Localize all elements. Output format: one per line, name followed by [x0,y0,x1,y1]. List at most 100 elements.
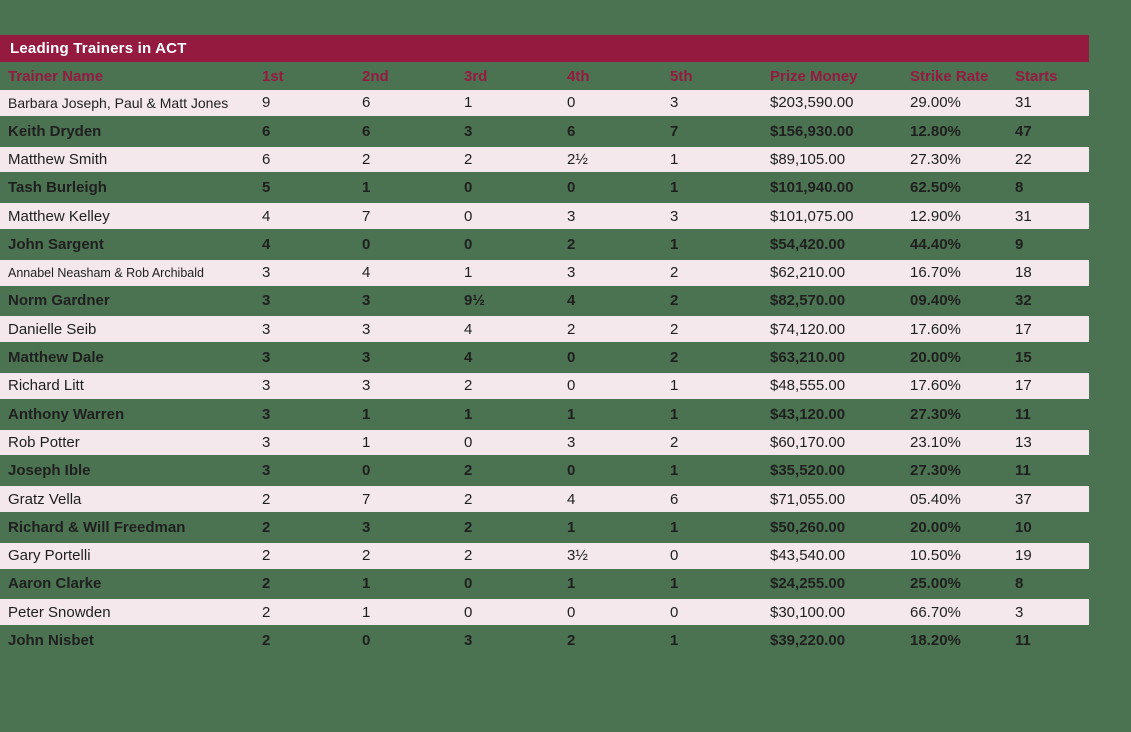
table-title-bar: Leading Trainers in ACT [0,35,1089,62]
starts: 18 [1015,264,1032,282]
table-row: Richard & Will Freedman 2 3 2 1 1 $50,260.00 20… [0,514,1089,540]
second-place: 3 [362,292,371,310]
table-row: Keith Dryden 6 6 3 6 7 $156,930.00 12.80% 47 [0,118,1089,144]
fourth-place: 1 [567,575,576,593]
prize-money: $48,555.00 [770,377,846,395]
prize-money: $101,075.00 [770,207,854,225]
strike-rate: 17.60% [910,320,961,338]
starts: 10 [1015,518,1032,536]
starts: 32 [1015,292,1032,310]
strike-rate: 29.00% [910,94,961,112]
second-place: 7 [362,207,371,225]
second-place: 0 [362,632,371,650]
strike-rate: 62.50% [910,179,961,197]
first-place: 6 [262,150,271,168]
column-header-1st: 1st [262,67,284,85]
first-place: 2 [262,490,271,508]
prize-money: $101,940.00 [770,179,854,197]
trainer-name: Barbara Joseph, Paul & Matt Jones [8,94,229,111]
first-place: 3 [262,320,271,338]
starts: 11 [1015,462,1031,480]
first-place: 2 [262,518,271,536]
strike-rate: 18.20% [910,632,961,650]
strike-rate: 10.50% [910,547,961,565]
starts: 9 [1015,235,1024,253]
starts: 31 [1015,94,1032,112]
strike-rate: 16.70% [910,264,961,282]
trainer-name: Anthony Warren [8,405,125,423]
starts: 37 [1015,490,1032,508]
third-place: 2 [464,518,473,536]
strike-rate: 27.30% [910,462,961,480]
strike-rate: 27.30% [910,405,961,423]
fifth-place: 2 [670,292,679,310]
leading-trainers-table: Leading Trainers in ACT Trainer Name 1st… [0,35,1089,653]
column-header-strike-rate: Strike Rate [910,67,989,85]
first-place: 4 [262,235,271,253]
second-place: 7 [362,490,371,508]
table-header-row: Trainer Name 1st 2nd 3rd 4th 5th Prize M… [0,62,1089,90]
third-place: 0 [464,207,473,225]
second-place: 3 [362,518,371,536]
table-row: Gary Portelli 2 2 2 3½ 0 $43,540.00 10.50% 19 [0,542,1089,569]
fifth-place: 2 [670,349,679,367]
fifth-place: 1 [670,179,679,197]
fourth-place: 3 [567,433,576,451]
starts: 15 [1015,349,1032,367]
column-header-4th: 4th [567,67,590,85]
prize-money: $89,105.00 [770,150,846,168]
second-place: 1 [362,603,371,621]
table-row: Matthew Dale 3 3 4 0 2 $63,210.00 20.00% 15 [0,345,1089,371]
fourth-place: 1 [567,405,576,423]
strike-rate: 12.80% [910,122,961,140]
third-place: 2 [464,547,473,565]
table-title: Leading Trainers in ACT [10,40,187,57]
starts: 31 [1015,207,1032,225]
third-place: 9½ [464,292,485,310]
fifth-place: 1 [670,405,679,423]
column-header-3rd: 3rd [464,67,488,85]
prize-money: $71,055.00 [770,490,846,508]
column-header-trainer-name: Trainer Name [8,67,104,85]
trainer-name: Peter Snowden [8,603,111,621]
first-place: 3 [262,292,271,310]
table-row: Rob Potter 3 1 0 3 2 $60,170.00 23.10% 13 [0,429,1089,456]
fourth-place: 6 [567,122,576,140]
second-place: 1 [362,433,371,451]
trainer-name: Aaron Clarke [8,575,102,593]
starts: 8 [1015,575,1024,593]
fifth-place: 1 [670,632,679,650]
trainer-name: Tash Burleigh [8,179,107,197]
trainer-name: Norm Gardner [8,292,110,310]
strike-rate: 23.10% [910,433,961,451]
table-row: Aaron Clarke 2 1 0 1 1 $24,255.00 25.00% 8 [0,571,1089,597]
third-place: 0 [464,603,473,621]
fifth-place: 1 [670,377,679,395]
strike-rate: 05.40% [910,490,961,508]
trainer-name: Richard Litt [8,377,84,395]
trainer-name: Gary Portelli [8,547,91,565]
table-row: Richard Litt 3 3 2 0 1 $48,555.00 17.60% 17 [0,372,1089,399]
prize-money: $63,210.00 [770,349,846,367]
third-place: 3 [464,632,473,650]
second-place: 0 [362,235,371,253]
third-place: 4 [464,349,473,367]
trainer-name: Joseph Ible [8,462,91,480]
strike-rate: 20.00% [910,518,961,536]
fourth-place: 4 [567,292,576,310]
table-row: Gratz Vella 2 7 2 4 6 $71,055.00 05.40% 37 [0,486,1089,512]
first-place: 2 [262,575,271,593]
trainer-name: John Nisbet [8,632,94,650]
fourth-place: 3½ [567,547,588,565]
first-place: 3 [262,264,271,282]
fifth-place: 0 [670,547,679,565]
fourth-place: 0 [567,349,576,367]
prize-money: $156,930.00 [770,122,854,140]
strike-rate: 44.40% [910,235,961,253]
second-place: 4 [362,264,371,282]
first-place: 2 [262,547,271,565]
fourth-place: 0 [567,94,576,112]
table-body: Barbara Joseph, Paul & Matt Jones 9 6 1 0 3 $2… [0,90,1089,653]
prize-money: $54,420.00 [770,235,846,253]
fifth-place: 1 [670,575,679,593]
